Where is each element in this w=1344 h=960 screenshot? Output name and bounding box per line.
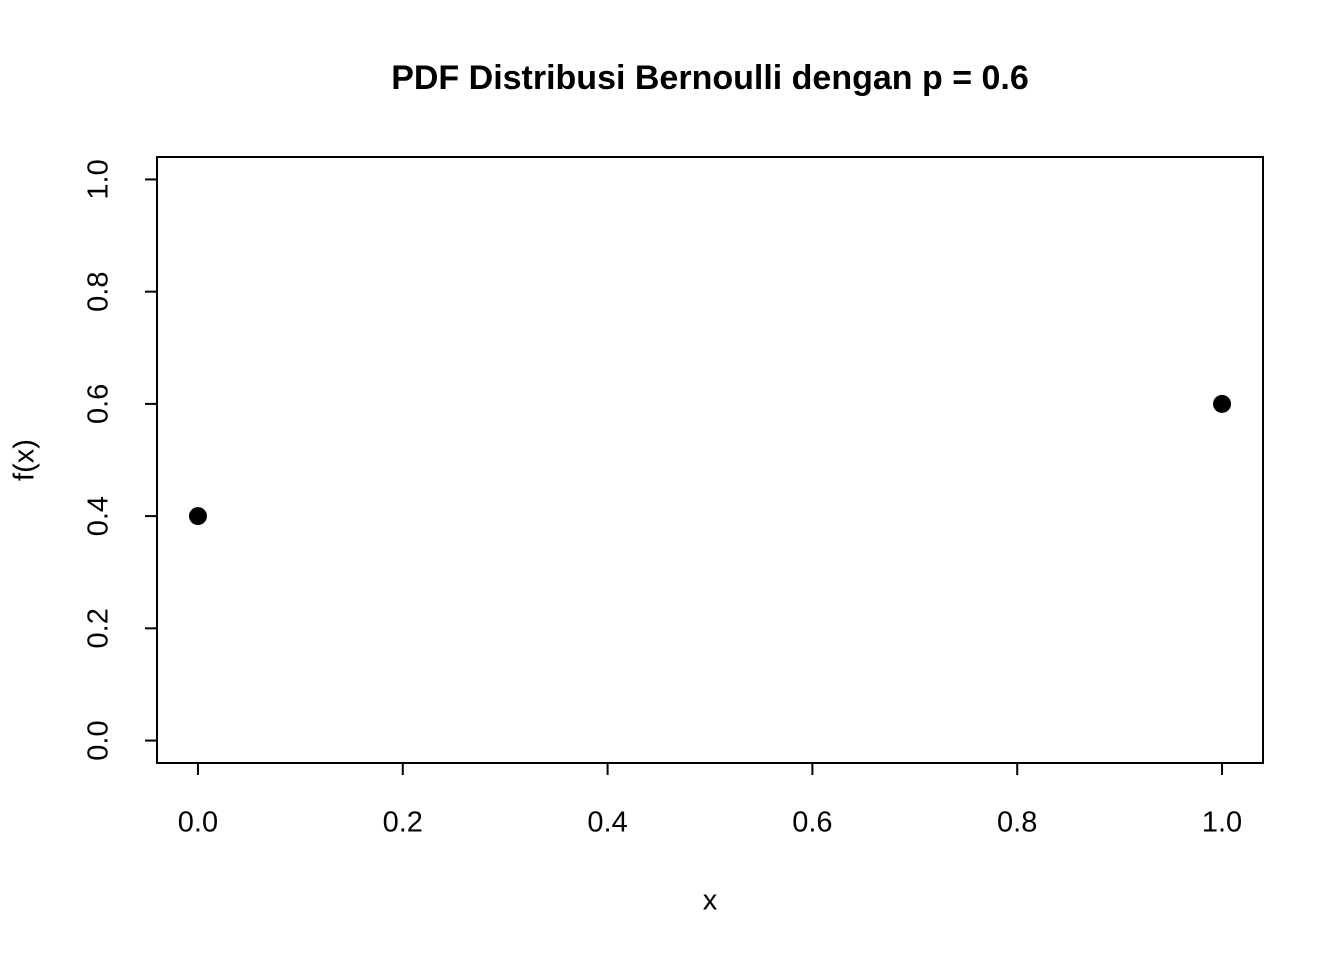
x-tick-label: 1.0 — [1202, 807, 1242, 839]
y-tick-label: 1.0 — [83, 159, 115, 199]
x-tick-label: 0.6 — [792, 807, 832, 839]
x-tick-label: 0.4 — [587, 807, 627, 839]
y-axis-label: f(x) — [9, 439, 41, 481]
point — [1213, 394, 1232, 413]
y-tick-label: 0.6 — [83, 384, 115, 424]
x-tick-label: 0.2 — [383, 807, 423, 839]
y-tick-label: 0.0 — [83, 720, 115, 760]
y-tick-label: 0.4 — [83, 496, 115, 536]
x-tick-label: 0.8 — [997, 807, 1037, 839]
plot-frame — [156, 156, 1264, 764]
x-axis-label: x — [703, 885, 718, 917]
x-tick-label: 0.0 — [178, 807, 218, 839]
chart-title: PDF Distribusi Bernoulli dengan p = 0.6 — [391, 59, 1029, 97]
y-tick-label: 0.2 — [83, 608, 115, 648]
y-tick-label: 0.8 — [83, 272, 115, 312]
point — [188, 507, 207, 526]
